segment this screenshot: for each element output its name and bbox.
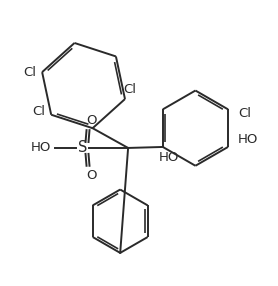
Text: O: O xyxy=(86,169,97,182)
Text: HO: HO xyxy=(238,132,258,146)
Text: Cl: Cl xyxy=(238,107,251,120)
Text: Cl: Cl xyxy=(23,65,36,79)
Text: Cl: Cl xyxy=(32,105,45,118)
Text: HO: HO xyxy=(31,142,51,154)
Text: Cl: Cl xyxy=(123,83,136,96)
Text: S: S xyxy=(78,140,87,156)
Text: HO: HO xyxy=(159,151,180,164)
Text: O: O xyxy=(86,114,97,127)
